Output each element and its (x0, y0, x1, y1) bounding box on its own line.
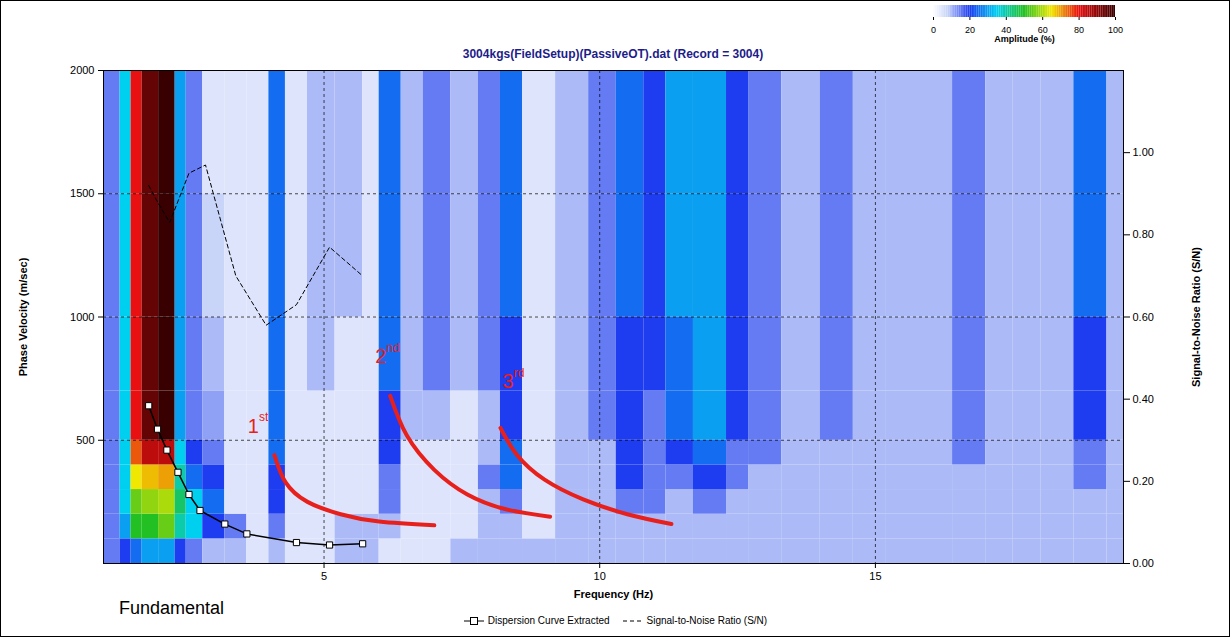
svg-text:2: 2 (375, 345, 386, 367)
svg-text:0.40: 0.40 (1133, 393, 1154, 405)
html-text:Signal-to-Noise Ratio (S/N): Signal-to-Noise Ratio (S/N) (646, 615, 768, 626)
svg-text:1: 1 (248, 415, 259, 437)
html-text:3004kgs(FieldSetup)(PassiveOT): 3004kgs(FieldSetup)(PassiveOT).dat (Reco… (462, 47, 764, 61)
svg-text:1000: 1000 (70, 311, 94, 323)
svg-text:20: 20 (965, 25, 975, 35)
svg-text:Phase Velocity (m/sec): Phase Velocity (m/sec) (17, 257, 29, 376)
svg-text:nd: nd (386, 341, 399, 355)
svg-text:Frequency (Hz): Frequency (Hz) (574, 588, 654, 600)
svg-text:0.80: 0.80 (1133, 228, 1154, 240)
svg-text:15: 15 (869, 570, 881, 582)
svg-text:100: 100 (1108, 25, 1123, 35)
svg-text:st: st (259, 410, 269, 424)
svg-text:1.00: 1.00 (1133, 146, 1154, 158)
svg-text:40: 40 (1001, 24, 1012, 35)
svg-text:rd: rd (514, 366, 525, 380)
svg-text:0: 0 (931, 25, 936, 35)
svg-text:0.20: 0.20 (1133, 475, 1154, 487)
svg-text:3: 3 (503, 370, 514, 392)
svg-text:10: 10 (594, 570, 606, 582)
svg-text:0.60: 0.60 (1133, 311, 1154, 323)
svg-text:60: 60 (1037, 24, 1048, 35)
svg-text:0.00: 0.00 (1133, 557, 1154, 569)
html-text:Dispersion Curve Extracted: Dispersion Curve Extracted (487, 615, 610, 626)
svg-text:500: 500 (76, 434, 94, 446)
html-text:Fundamental: Fundamental (119, 598, 225, 618)
svg-text:5: 5 (321, 570, 327, 582)
svg-text:Signal-to-Noise Ratio (S/N): Signal-to-Noise Ratio (S/N) (1190, 247, 1202, 387)
svg-text:Amplitude (%): Amplitude (%) (994, 34, 1055, 44)
svg-text:80: 80 (1074, 25, 1084, 35)
svg-text:1500: 1500 (70, 187, 94, 199)
svg-text:2000: 2000 (70, 64, 94, 76)
